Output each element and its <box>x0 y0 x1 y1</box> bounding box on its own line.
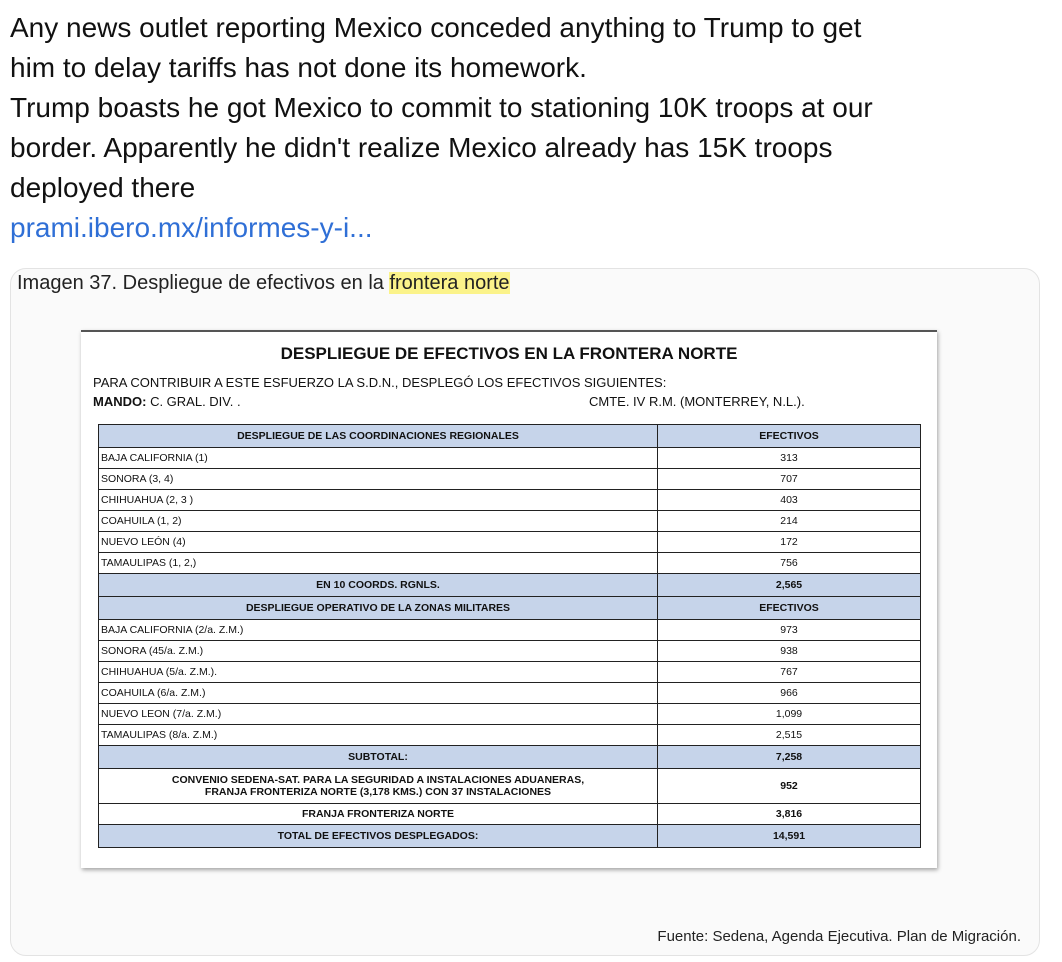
deployment-table: DESPLIEGUE DE LAS COORDINACIONES REGIONA… <box>98 424 921 848</box>
post-line: him to delay tariffs has not done its ho… <box>10 52 587 83</box>
row-value: 973 <box>657 619 921 641</box>
row-value: 214 <box>657 510 921 532</box>
row-label: CONVENIO SEDENA-SAT. PARA LA SEGURIDAD A… <box>98 768 658 804</box>
row-value: 1,099 <box>657 703 921 725</box>
table-row: TAMAULIPAS (1, 2,) 756 <box>98 552 921 574</box>
row-label: CHIHUAHUA (2, 3 ) <box>98 489 658 511</box>
row-label: TOTAL DE EFECTIVOS DESPLEGADOS: <box>98 824 658 848</box>
row-value: 707 <box>657 468 921 490</box>
row-value: 172 <box>657 531 921 553</box>
caption-highlight: frontera norte <box>389 272 510 294</box>
post-link[interactable]: prami.ibero.mx/informes-y-i... <box>10 212 373 243</box>
row-value: 14,591 <box>657 824 921 848</box>
document-image: DESPLIEGUE DE EFECTIVOS EN LA FRONTERA N… <box>81 330 937 868</box>
row-value: 966 <box>657 682 921 704</box>
row-label: COAHUILA (6/a. Z.M.) <box>98 682 658 704</box>
row-label: EN 10 COORDS. RGNLS. <box>98 573 658 597</box>
row-label: DESPLIEGUE DE LAS COORDINACIONES REGIONA… <box>98 424 658 448</box>
row-value: 7,258 <box>657 745 921 769</box>
row-value: EFECTIVOS <box>657 596 921 620</box>
row-label: TAMAULIPAS (1, 2,) <box>98 552 658 574</box>
post-text: Any news outlet reporting Mexico concede… <box>10 8 873 208</box>
image-caption: Imagen 37. Despliegue de efectivos en la… <box>17 269 510 297</box>
table-row: COAHUILA (6/a. Z.M.) 966 <box>98 682 921 704</box>
row-label: NUEVO LEÓN (4) <box>98 531 658 553</box>
row-value: 3,816 <box>657 803 921 825</box>
row-label: COAHUILA (1, 2) <box>98 510 658 532</box>
row-value: 403 <box>657 489 921 511</box>
row-value: 2,515 <box>657 724 921 746</box>
row-label: NUEVO LEON (7/a. Z.M.) <box>98 703 658 725</box>
table-row: SUBTOTAL: 7,258 <box>98 745 921 769</box>
image-card[interactable]: Imagen 37. Despliegue de efectivos en la… <box>10 268 1040 956</box>
table-row: DESPLIEGUE OPERATIVO DE LA ZONAS MILITAR… <box>98 596 921 620</box>
table-row: FRANJA FRONTERIZA NORTE 3,816 <box>98 803 921 825</box>
row-label: TAMAULIPAS (8/a. Z.M.) <box>98 724 658 746</box>
row-label: SONORA (3, 4) <box>98 468 658 490</box>
mando-value: C. GRAL. DIV. . <box>150 394 241 409</box>
table-row: COAHUILA (1, 2) 214 <box>98 510 921 532</box>
table-row: SONORA (45/a. Z.M.) 938 <box>98 640 921 662</box>
table-row: EN 10 COORDS. RGNLS. 2,565 <box>98 573 921 597</box>
table-row: BAJA CALIFORNIA (2/a. Z.M.) 973 <box>98 619 921 641</box>
row-value: 952 <box>657 768 921 804</box>
table-row: BAJA CALIFORNIA (1) 313 <box>98 447 921 469</box>
table-row: SONORA (3, 4) 707 <box>98 468 921 490</box>
table-row: DESPLIEGUE DE LAS COORDINACIONES REGIONA… <box>98 424 921 448</box>
post-line: deployed there <box>10 172 196 203</box>
row-label: CHIHUAHUA (5/a. Z.M.). <box>98 661 658 683</box>
row-label: FRANJA FRONTERIZA NORTE <box>98 803 658 825</box>
table-row: TAMAULIPAS (8/a. Z.M.) 2,515 <box>98 724 921 746</box>
doc-subtitle: PARA CONTRIBUIR A ESTE ESFUERZO LA S.D.N… <box>93 375 667 390</box>
row-value: 2,565 <box>657 573 921 597</box>
row-value: 938 <box>657 640 921 662</box>
mando-label: MANDO: <box>93 394 147 409</box>
label-line: FRANJA FRONTERIZA NORTE (3,178 KMS.) CON… <box>204 786 552 798</box>
row-value: 313 <box>657 447 921 469</box>
row-value: EFECTIVOS <box>657 424 921 448</box>
table-row: CHIHUAHUA (5/a. Z.M.). 767 <box>98 661 921 683</box>
doc-mando: MANDO: C. GRAL. DIV. . <box>93 394 241 409</box>
caption-text: Imagen 37. Despliegue de efectivos en la <box>17 272 384 294</box>
row-label: SUBTOTAL: <box>98 745 658 769</box>
post-paragraph: Trump boasts he got Mexico to commit to … <box>10 88 873 208</box>
row-value: 767 <box>657 661 921 683</box>
doc-command: CMTE. IV R.M. (MONTERREY, N.L.). <box>589 394 805 409</box>
table-row: CHIHUAHUA (2, 3 ) 403 <box>98 489 921 511</box>
table-row: TOTAL DE EFECTIVOS DESPLEGADOS: 14,591 <box>98 824 921 848</box>
doc-title: DESPLIEGUE DE EFECTIVOS EN LA FRONTERA N… <box>280 344 738 363</box>
label-line: CONVENIO SEDENA-SAT. PARA LA SEGURIDAD A… <box>171 774 585 786</box>
table-row: NUEVO LEON (7/a. Z.M.) 1,099 <box>98 703 921 725</box>
row-label: SONORA (45/a. Z.M.) <box>98 640 658 662</box>
row-value: 756 <box>657 552 921 574</box>
row-label: BAJA CALIFORNIA (1) <box>98 447 658 469</box>
row-label: BAJA CALIFORNIA (2/a. Z.M.) <box>98 619 658 641</box>
row-label: DESPLIEGUE OPERATIVO DE LA ZONAS MILITAR… <box>98 596 658 620</box>
image-source: Fuente: Sedena, Agenda Ejecutiva. Plan d… <box>657 928 1021 945</box>
table-row: NUEVO LEÓN (4) 172 <box>98 531 921 553</box>
post-paragraph: Any news outlet reporting Mexico concede… <box>10 8 873 88</box>
post-line: Any news outlet reporting Mexico concede… <box>10 12 862 43</box>
post-line: border. Apparently he didn't realize Mex… <box>10 132 833 163</box>
post-line: Trump boasts he got Mexico to commit to … <box>10 92 873 123</box>
table-row: CONVENIO SEDENA-SAT. PARA LA SEGURIDAD A… <box>98 768 921 804</box>
